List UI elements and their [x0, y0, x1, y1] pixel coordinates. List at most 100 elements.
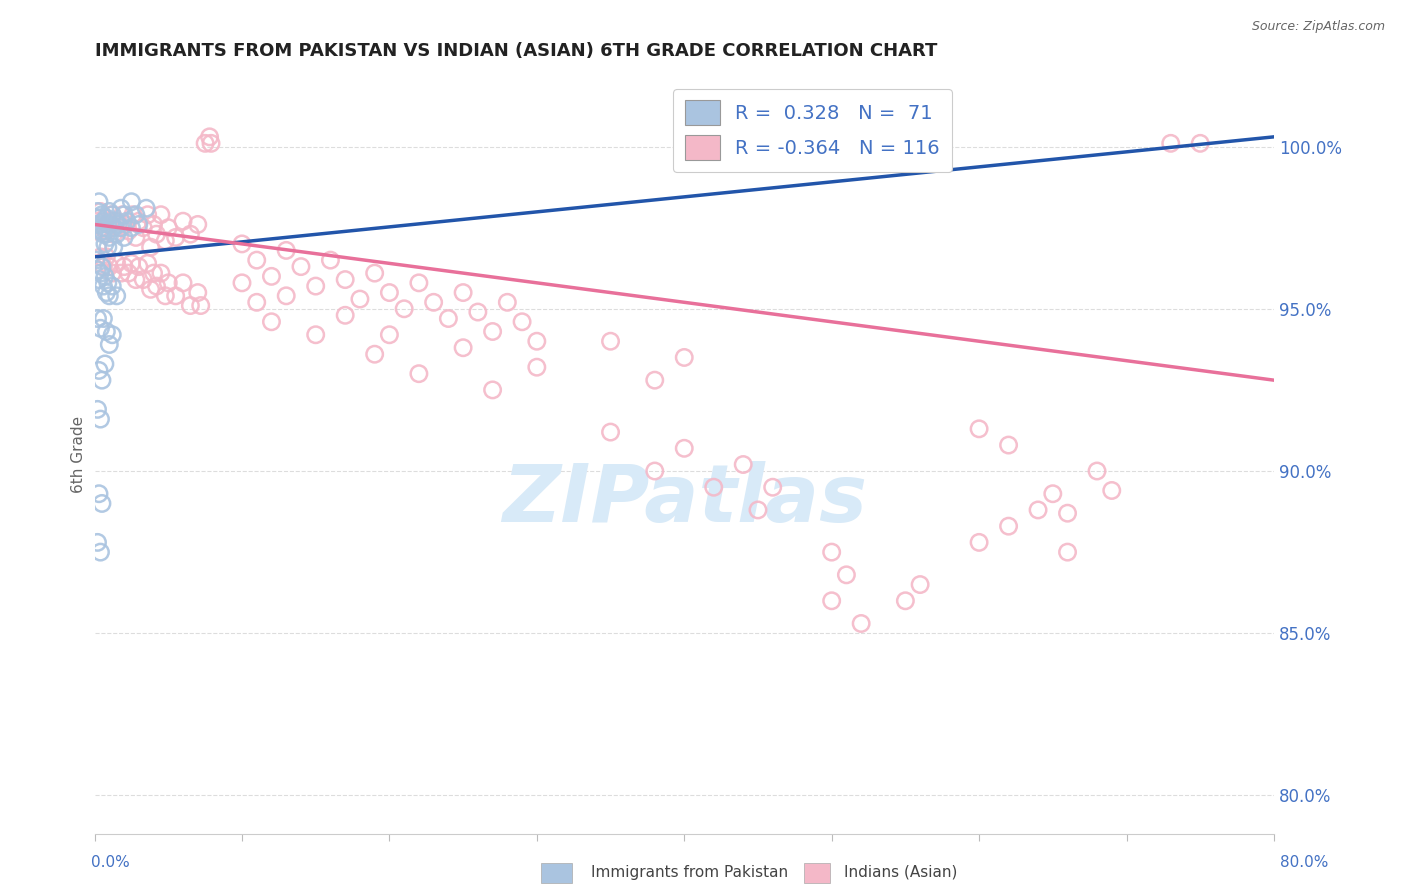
- Point: [86, 214, 108, 228]
- Point: [112, 260, 135, 274]
- Point: [145, 227, 167, 242]
- Point: [114, 218, 136, 232]
- Point: [145, 279, 167, 293]
- Point: [98, 214, 121, 228]
- Point: [128, 260, 150, 274]
- Point: [157, 276, 180, 290]
- Point: [91, 224, 114, 238]
- Point: [125, 272, 148, 286]
- Point: [86, 263, 108, 277]
- Point: [96, 285, 118, 300]
- Point: [703, 480, 725, 494]
- Point: [94, 211, 117, 225]
- Point: [91, 208, 114, 222]
- Point: [363, 347, 385, 361]
- Point: [319, 253, 342, 268]
- Point: [120, 220, 142, 235]
- Point: [1101, 483, 1123, 498]
- Point: [89, 321, 111, 335]
- Point: [673, 351, 696, 365]
- Point: [87, 272, 110, 286]
- Point: [103, 240, 125, 254]
- Point: [349, 292, 371, 306]
- Point: [101, 266, 124, 280]
- Text: 80.0%: 80.0%: [1281, 855, 1329, 870]
- Point: [105, 214, 128, 228]
- Point: [136, 256, 159, 270]
- Point: [157, 220, 180, 235]
- Point: [155, 234, 177, 248]
- Point: [422, 295, 444, 310]
- Text: Indians (Asian): Indians (Asian): [844, 865, 957, 880]
- Point: [408, 276, 430, 290]
- Point: [997, 519, 1019, 533]
- Point: [276, 289, 298, 303]
- Y-axis label: 6th Grade: 6th Grade: [72, 417, 86, 493]
- Point: [86, 240, 108, 254]
- Point: [200, 136, 222, 151]
- Point: [392, 301, 415, 316]
- Point: [231, 276, 253, 290]
- Point: [142, 218, 165, 232]
- Point: [98, 204, 121, 219]
- Point: [1160, 136, 1182, 151]
- Point: [132, 220, 155, 235]
- Point: [96, 227, 118, 242]
- Point: [115, 214, 138, 228]
- Point: [481, 325, 503, 339]
- Point: [1026, 503, 1049, 517]
- Point: [89, 250, 111, 264]
- Point: [1189, 136, 1212, 151]
- Point: [246, 253, 269, 268]
- Point: [87, 211, 110, 225]
- Point: [179, 299, 201, 313]
- Point: [93, 260, 115, 274]
- Point: [187, 218, 209, 232]
- Point: [733, 458, 755, 472]
- Point: [97, 240, 120, 254]
- Point: [98, 260, 121, 274]
- Point: [101, 327, 124, 342]
- Point: [100, 218, 122, 232]
- Point: [104, 214, 127, 228]
- Point: [94, 357, 117, 371]
- Point: [86, 402, 108, 417]
- Point: [305, 327, 328, 342]
- Point: [84, 218, 107, 232]
- Point: [103, 227, 125, 242]
- Point: [91, 260, 114, 274]
- Point: [98, 337, 121, 351]
- Point: [451, 341, 474, 355]
- Point: [762, 480, 785, 494]
- Point: [378, 327, 401, 342]
- Point: [93, 279, 115, 293]
- Point: [451, 285, 474, 300]
- Point: [997, 438, 1019, 452]
- Point: [149, 208, 172, 222]
- Point: [198, 129, 221, 144]
- Point: [117, 224, 139, 238]
- Point: [673, 442, 696, 456]
- Point: [87, 194, 110, 209]
- Point: [96, 250, 118, 264]
- Point: [125, 230, 148, 244]
- Point: [1056, 545, 1078, 559]
- Point: [89, 218, 111, 232]
- Point: [86, 204, 108, 219]
- Text: IMMIGRANTS FROM PAKISTAN VS INDIAN (ASIAN) 6TH GRADE CORRELATION CHART: IMMIGRANTS FROM PAKISTAN VS INDIAN (ASIA…: [94, 42, 936, 60]
- Point: [105, 256, 128, 270]
- Point: [98, 230, 121, 244]
- Point: [290, 260, 312, 274]
- Point: [93, 311, 115, 326]
- Point: [305, 279, 328, 293]
- Text: 0.0%: 0.0%: [91, 855, 131, 870]
- Point: [96, 224, 118, 238]
- Point: [142, 266, 165, 280]
- Point: [111, 208, 134, 222]
- Point: [335, 272, 357, 286]
- Point: [112, 230, 135, 244]
- Point: [231, 236, 253, 251]
- Point: [908, 577, 931, 591]
- Point: [84, 253, 107, 268]
- Point: [835, 567, 858, 582]
